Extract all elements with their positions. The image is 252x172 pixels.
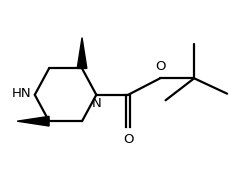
Text: O: O	[155, 61, 166, 73]
Text: HN: HN	[12, 87, 32, 100]
Polygon shape	[17, 116, 49, 126]
Polygon shape	[77, 38, 87, 68]
Text: O: O	[123, 133, 134, 146]
Text: N: N	[91, 97, 101, 110]
